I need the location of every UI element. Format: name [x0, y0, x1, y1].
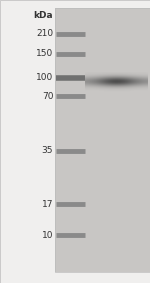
Text: 100: 100 [36, 73, 53, 82]
Text: 10: 10 [42, 231, 53, 240]
Text: 70: 70 [42, 92, 53, 101]
Text: 150: 150 [36, 49, 53, 58]
Bar [55, 8, 150, 272]
Bar [55, 8, 150, 272]
Text: 17: 17 [42, 200, 53, 209]
Text: kDa: kDa [34, 11, 53, 20]
Text: 210: 210 [36, 29, 53, 38]
Text: 35: 35 [42, 146, 53, 155]
